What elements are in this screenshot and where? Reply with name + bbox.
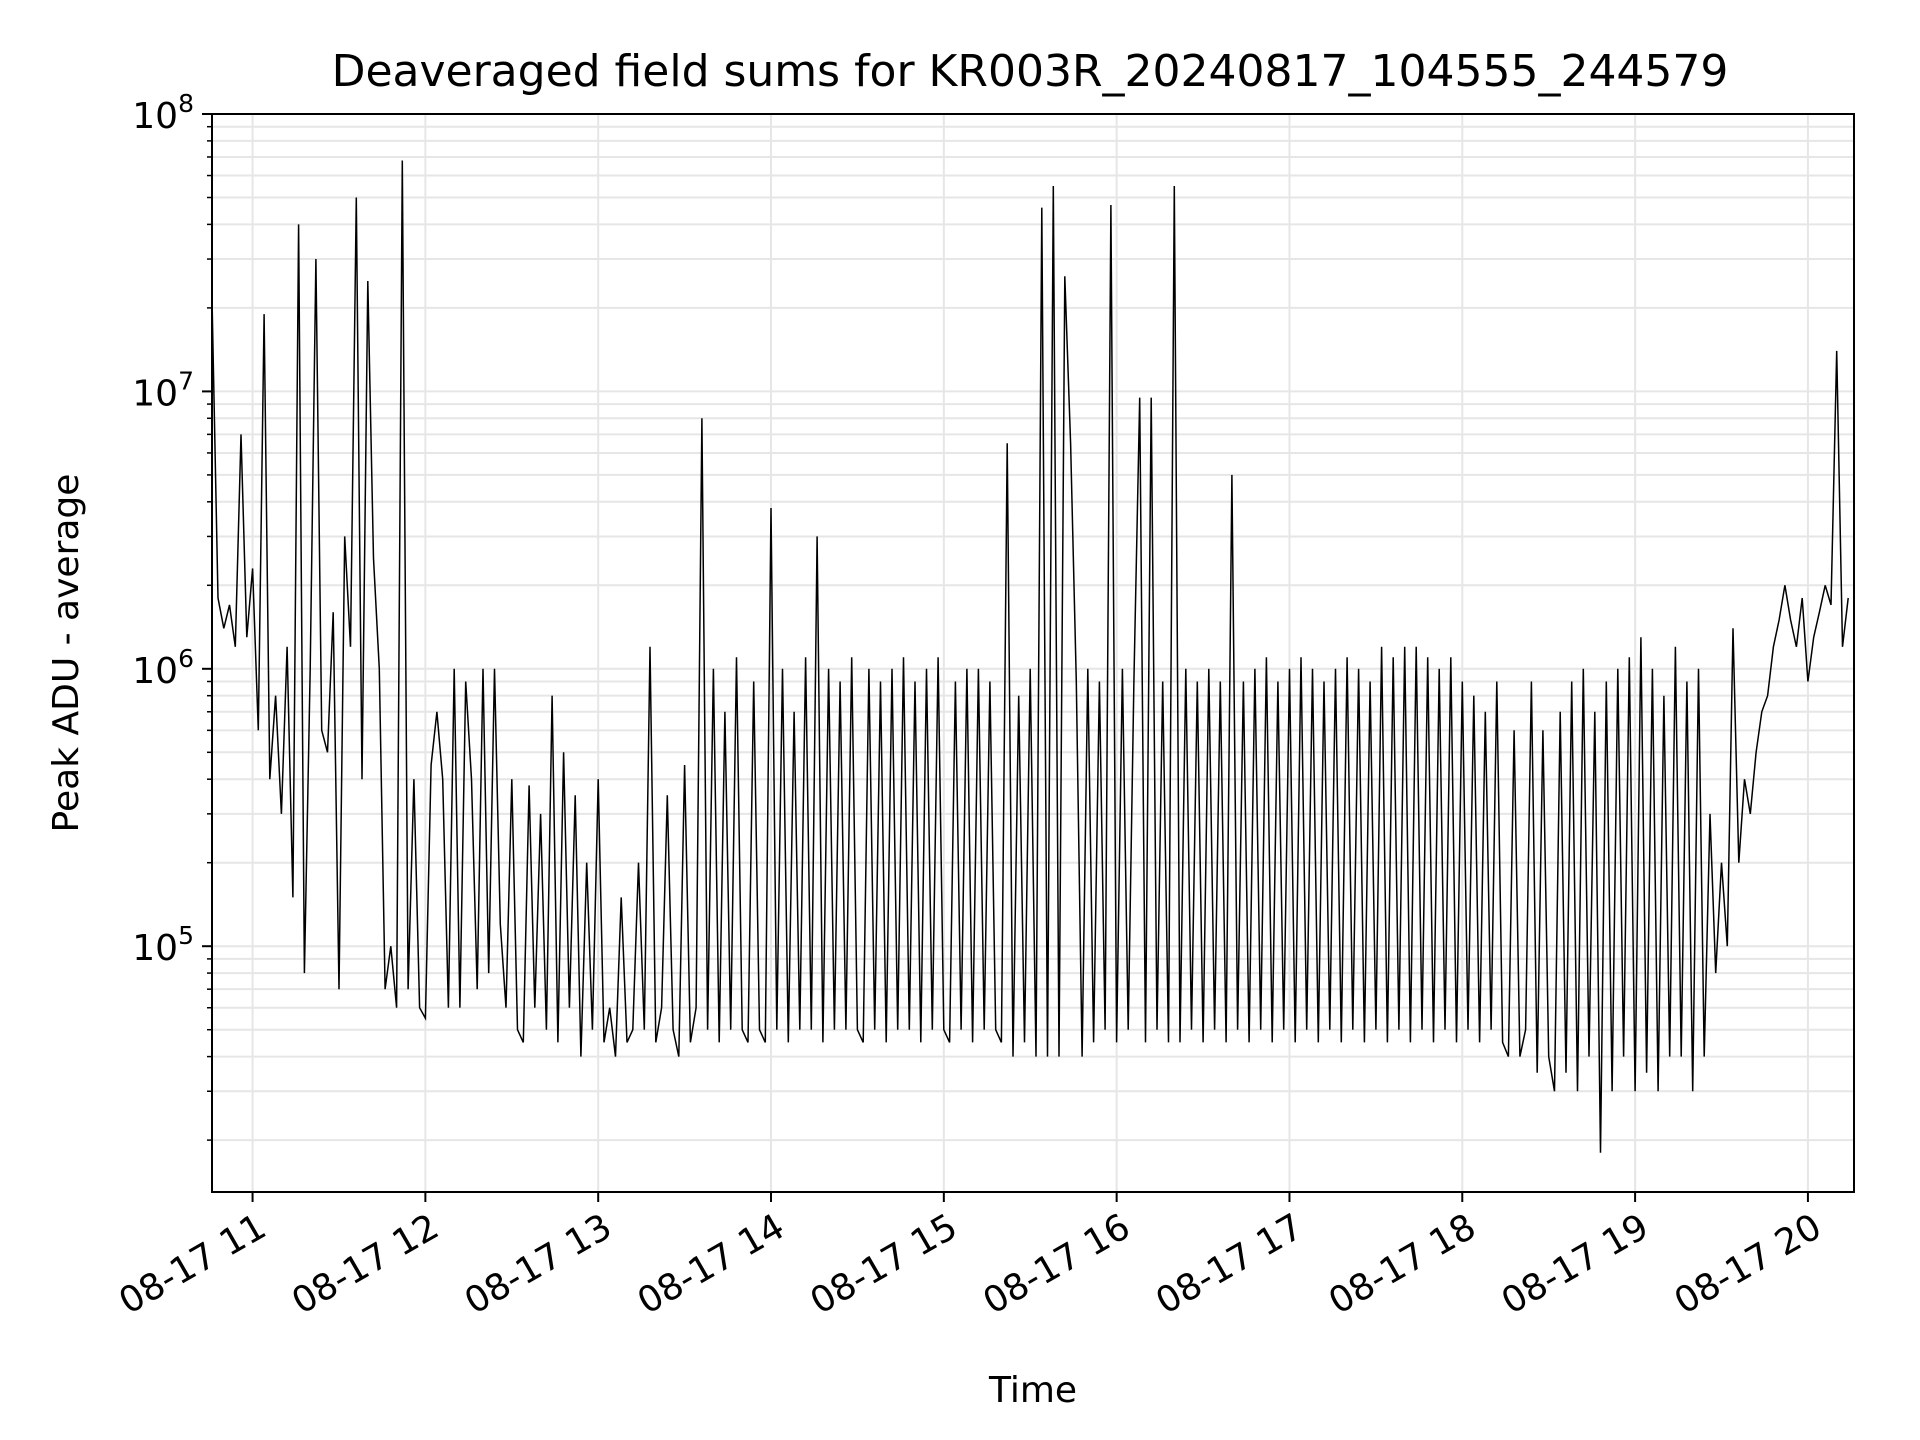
y-tick-label: 107 xyxy=(132,366,194,414)
y-tick-label: 106 xyxy=(132,644,194,692)
x-axis-label: Time xyxy=(988,1370,1077,1411)
grid-lines xyxy=(212,113,1854,1192)
axes-frame xyxy=(211,113,1855,1193)
y-axis-ticks: 105 106 107 108 xyxy=(132,89,212,1141)
series-line xyxy=(211,160,1849,1153)
series-line-group xyxy=(211,160,1849,1153)
y-tick-label: 105 xyxy=(132,921,194,969)
plot-area xyxy=(211,113,1855,1193)
plot-background xyxy=(212,114,1854,1192)
chart-title: Deaveraged field sums for KR003R_2024081… xyxy=(332,46,1729,97)
y-axis-label: Peak ADU - average xyxy=(46,474,87,833)
y-tick-label: 108 xyxy=(132,89,194,137)
